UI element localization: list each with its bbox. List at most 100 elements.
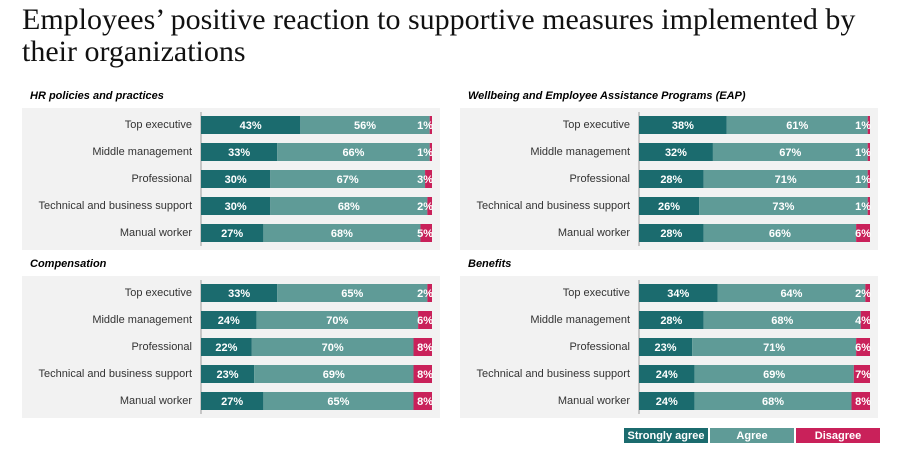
legend-label: Disagree <box>815 430 861 442</box>
bar-segment <box>703 224 857 242</box>
value-label: 56% <box>354 120 376 132</box>
value-label: 69% <box>763 369 785 381</box>
y-tick-label: Professional <box>569 341 630 353</box>
value-label: 24% <box>218 315 240 327</box>
y-tick-label: Technical and business support <box>477 200 630 212</box>
bar-segment <box>865 284 870 302</box>
value-label: 65% <box>341 288 363 300</box>
y-tick-label: Professional <box>131 173 192 185</box>
value-label: 1% <box>417 120 433 132</box>
panel-title: HR policies and practices <box>30 90 164 102</box>
value-label: 8% <box>417 396 433 408</box>
value-label: 28% <box>660 174 682 186</box>
bar-segment <box>270 170 426 188</box>
value-label: 69% <box>323 369 345 381</box>
panel-title: Benefits <box>468 258 511 270</box>
bar-segment <box>639 392 695 410</box>
value-label: 34% <box>667 288 689 300</box>
value-label: 65% <box>327 396 349 408</box>
bar-segment <box>867 170 870 188</box>
y-tick-label: Manual worker <box>558 395 630 407</box>
value-label: 24% <box>656 396 678 408</box>
y-tick-label: Professional <box>131 341 192 353</box>
bar-segment <box>201 338 252 356</box>
legend-label: Agree <box>736 430 767 442</box>
bar-segment <box>639 311 704 329</box>
panel-title: Wellbeing and Employee Assistance Progra… <box>468 90 746 102</box>
value-label: 61% <box>786 120 808 132</box>
bar-segment <box>699 197 868 215</box>
bar-segment <box>425 170 432 188</box>
bar-segment <box>860 311 870 329</box>
bar-segment <box>201 311 257 329</box>
value-label: 70% <box>322 342 344 354</box>
legend-label: Strongly agree <box>627 430 704 442</box>
bar-segment <box>867 143 870 161</box>
panel-title: Compensation <box>30 258 107 270</box>
value-label: 8% <box>417 342 433 354</box>
value-label: 30% <box>225 174 247 186</box>
bar-segment <box>429 116 432 134</box>
value-label: 2% <box>855 288 871 300</box>
bar-segment <box>639 116 727 134</box>
value-label: 67% <box>779 147 801 159</box>
bar-segment <box>692 338 857 356</box>
value-label: 28% <box>660 228 682 240</box>
value-label: 4% <box>855 315 871 327</box>
y-tick-label: Professional <box>569 173 630 185</box>
bar-segment <box>694 365 854 383</box>
value-label: 67% <box>337 174 359 186</box>
bar-segment <box>256 311 419 329</box>
bar-segment <box>703 311 861 329</box>
value-label: 27% <box>221 228 243 240</box>
bar-segment <box>712 143 868 161</box>
bar-segment <box>639 338 693 356</box>
bar-segment <box>413 392 432 410</box>
bar-segment <box>726 116 868 134</box>
value-label: 68% <box>331 228 353 240</box>
y-tick-label: Middle management <box>92 146 192 158</box>
y-tick-label: Top executive <box>563 287 630 299</box>
value-label: 2% <box>417 201 433 213</box>
value-label: 73% <box>772 201 794 213</box>
y-tick-label: Middle management <box>92 314 192 326</box>
page-title: Employees’ positive reaction to supporti… <box>22 3 856 68</box>
value-label: 66% <box>769 228 791 240</box>
value-label: 70% <box>326 315 348 327</box>
value-label: 64% <box>780 288 802 300</box>
y-tick-label: Technical and business support <box>477 368 630 380</box>
y-tick-label: Technical and business support <box>39 200 192 212</box>
bar-segment <box>300 116 430 134</box>
value-label: 1% <box>855 174 871 186</box>
bar-segment <box>703 170 868 188</box>
bar-segment <box>201 365 255 383</box>
bar-segment <box>851 392 870 410</box>
value-label: 71% <box>763 342 785 354</box>
bar-segment <box>429 143 432 161</box>
value-label: 1% <box>855 120 871 132</box>
bar-segment <box>277 284 428 302</box>
value-label: 8% <box>855 396 871 408</box>
value-label: 33% <box>228 288 250 300</box>
value-label: 26% <box>658 201 680 213</box>
bar-segment <box>639 284 718 302</box>
legend-swatch <box>710 428 794 443</box>
value-label: 68% <box>771 315 793 327</box>
bar-segment <box>418 311 432 329</box>
bar-segment <box>717 284 866 302</box>
y-tick-label: Manual worker <box>558 227 630 239</box>
value-label: 66% <box>342 147 364 159</box>
value-label: 5% <box>417 228 433 240</box>
legend-swatch <box>624 428 708 443</box>
bar-segment <box>856 338 870 356</box>
value-label: 22% <box>215 342 237 354</box>
legend-swatch <box>796 428 880 443</box>
y-tick-label: Top executive <box>563 119 630 131</box>
value-label: 6% <box>417 315 433 327</box>
y-tick-label: Top executive <box>125 119 192 131</box>
bar-segment <box>853 365 870 383</box>
value-label: 1% <box>855 201 871 213</box>
bar-segment <box>263 224 421 242</box>
bar-segment <box>263 392 414 410</box>
